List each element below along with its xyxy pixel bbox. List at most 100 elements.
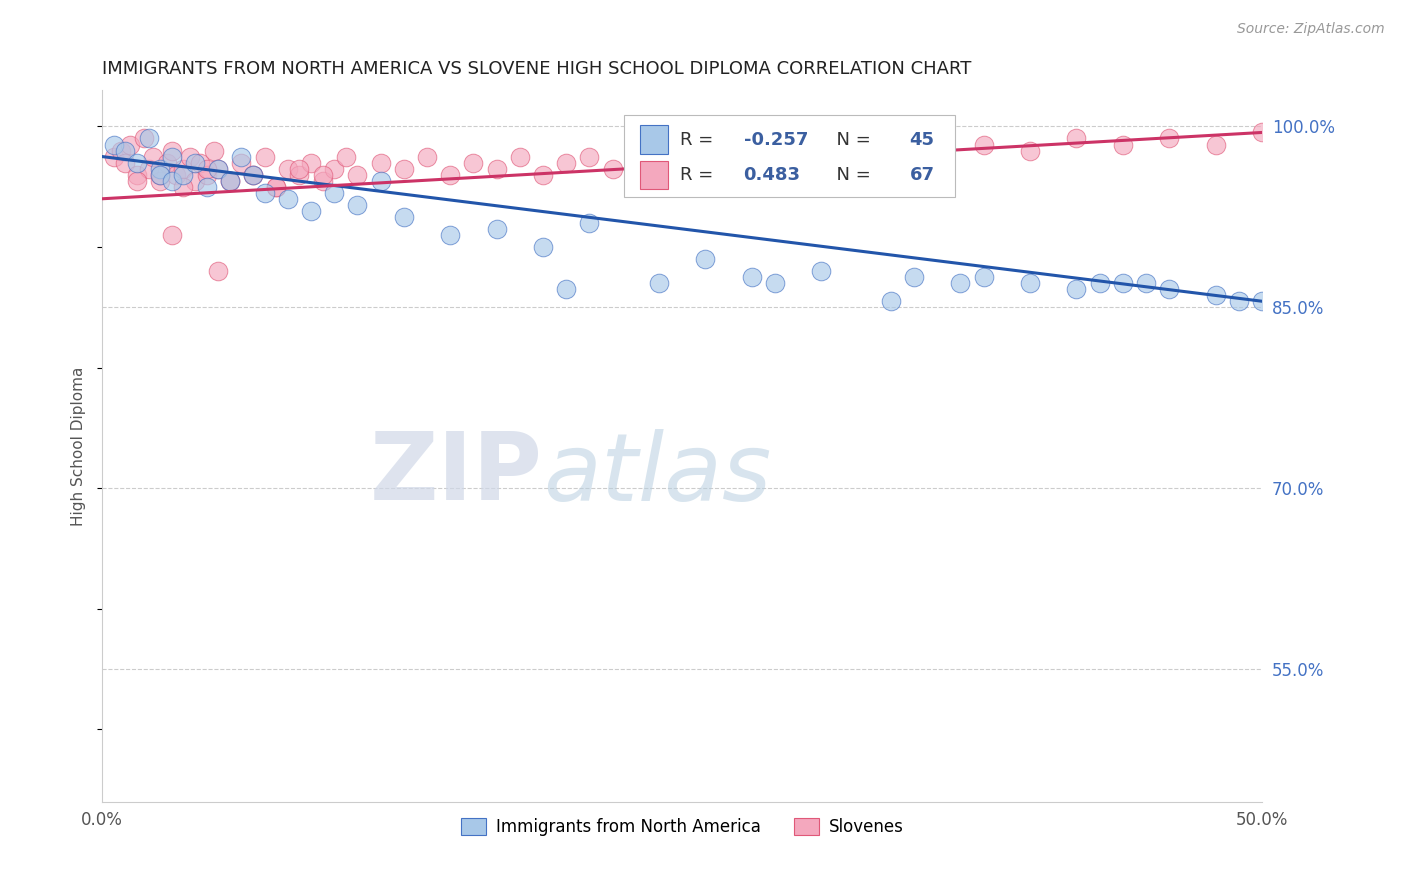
Point xyxy=(370,155,392,169)
Point xyxy=(253,150,276,164)
Y-axis label: High School Diploma: High School Diploma xyxy=(72,367,86,525)
Point xyxy=(1112,276,1135,290)
Point xyxy=(1066,282,1088,296)
Point xyxy=(555,282,578,296)
Point xyxy=(138,161,160,176)
Point xyxy=(114,155,136,169)
Point xyxy=(132,131,155,145)
Point xyxy=(114,144,136,158)
Point xyxy=(741,270,763,285)
Point xyxy=(242,168,264,182)
Point xyxy=(392,210,415,224)
Point xyxy=(648,155,671,169)
Point xyxy=(763,276,786,290)
Point xyxy=(463,155,485,169)
Point xyxy=(1135,276,1157,290)
Legend: Immigrants from North America, Slovenes: Immigrants from North America, Slovenes xyxy=(454,812,910,843)
FancyBboxPatch shape xyxy=(624,115,955,197)
Point xyxy=(1159,282,1181,296)
Point xyxy=(138,131,160,145)
Point xyxy=(207,161,229,176)
Point xyxy=(1227,294,1250,309)
Point xyxy=(288,161,311,176)
Text: N =: N = xyxy=(825,166,876,184)
Point xyxy=(741,144,763,158)
Point xyxy=(531,168,554,182)
Text: N =: N = xyxy=(825,130,876,149)
Point xyxy=(1205,137,1227,152)
Point xyxy=(277,192,299,206)
Point xyxy=(1205,288,1227,302)
Point xyxy=(195,168,218,182)
Point xyxy=(810,264,832,278)
Text: R =: R = xyxy=(681,130,718,149)
Point xyxy=(207,161,229,176)
Text: atlas: atlas xyxy=(543,429,772,520)
Text: 45: 45 xyxy=(910,130,935,149)
Point xyxy=(1251,294,1274,309)
Point xyxy=(880,137,903,152)
Point xyxy=(179,150,201,164)
Point xyxy=(118,137,141,152)
Point xyxy=(346,198,368,212)
Point xyxy=(949,276,972,290)
Point xyxy=(973,137,995,152)
Point xyxy=(392,161,415,176)
Point xyxy=(323,161,346,176)
FancyBboxPatch shape xyxy=(640,126,668,153)
Point xyxy=(149,168,172,182)
Point xyxy=(1019,144,1042,158)
Point xyxy=(648,276,671,290)
Point xyxy=(156,155,179,169)
Point xyxy=(299,155,322,169)
Text: 67: 67 xyxy=(910,166,935,184)
Point xyxy=(311,174,333,188)
Point xyxy=(207,264,229,278)
Point xyxy=(1019,276,1042,290)
Point xyxy=(1066,131,1088,145)
Point xyxy=(172,168,194,182)
Point xyxy=(323,186,346,200)
Point xyxy=(335,150,357,164)
Point xyxy=(149,168,172,182)
Point xyxy=(242,168,264,182)
Text: R =: R = xyxy=(681,166,718,184)
Point xyxy=(184,174,207,188)
Point xyxy=(787,137,810,152)
Point xyxy=(218,174,240,188)
Point xyxy=(695,252,717,266)
Text: -0.257: -0.257 xyxy=(744,130,808,149)
Point xyxy=(195,179,218,194)
Point xyxy=(973,270,995,285)
Point xyxy=(231,150,253,164)
Point xyxy=(125,155,148,169)
Point xyxy=(231,155,253,169)
Point xyxy=(346,168,368,182)
Point xyxy=(160,144,183,158)
Point xyxy=(299,203,322,218)
Point xyxy=(578,216,600,230)
Point xyxy=(927,131,949,145)
Point xyxy=(125,168,148,182)
Point xyxy=(903,270,925,285)
Point xyxy=(439,168,461,182)
Point xyxy=(1088,276,1111,290)
Point xyxy=(125,174,148,188)
Point xyxy=(555,155,578,169)
Point xyxy=(834,144,856,158)
Point xyxy=(578,150,600,164)
Point xyxy=(485,161,508,176)
Point xyxy=(509,150,531,164)
Point xyxy=(531,240,554,254)
Point xyxy=(195,161,218,176)
Point xyxy=(1251,126,1274,140)
Point xyxy=(103,150,125,164)
Point xyxy=(242,168,264,182)
Point xyxy=(485,222,508,236)
Point xyxy=(288,168,311,182)
Point xyxy=(172,179,194,194)
Point xyxy=(602,161,624,176)
Point xyxy=(103,137,125,152)
Text: IMMIGRANTS FROM NORTH AMERICA VS SLOVENE HIGH SCHOOL DIPLOMA CORRELATION CHART: IMMIGRANTS FROM NORTH AMERICA VS SLOVENE… xyxy=(103,60,972,78)
Point xyxy=(416,150,439,164)
